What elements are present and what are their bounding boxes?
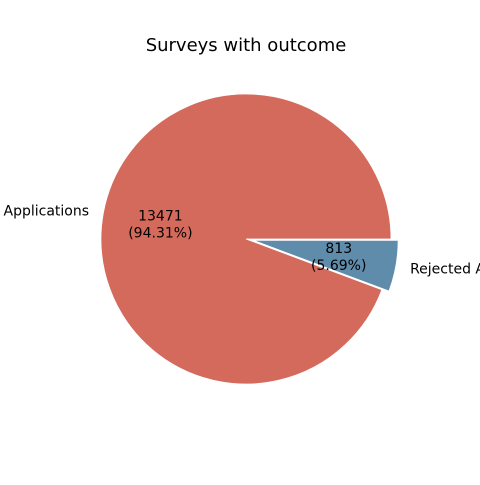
pie-slice: [252, 239, 399, 292]
slice-label: Rejected A: [410, 262, 480, 278]
chart-title: Surveys with outcome: [146, 35, 347, 56]
pie-slice: [100, 93, 392, 385]
slice-label: Applications: [4, 204, 90, 220]
slice-value-label: 813: [325, 241, 352, 257]
slice-value-label: 13471: [138, 209, 183, 225]
slice-percent-label: (94.31%): [128, 226, 192, 242]
slice-percent-label: (5.69%): [311, 258, 366, 274]
